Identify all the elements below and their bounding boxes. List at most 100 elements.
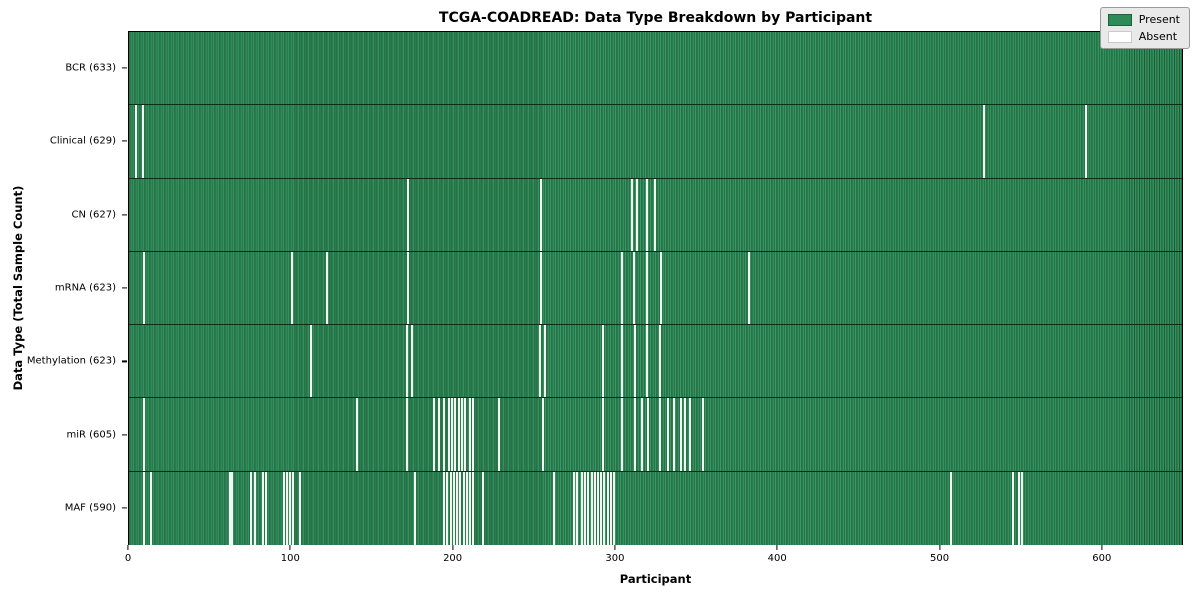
y-tick-label-cn: CN (627)	[71, 209, 116, 221]
heatmap-row-clinical	[129, 105, 1182, 179]
absent-mark	[679, 398, 682, 471]
y-tick-label-mrna: mRNA (623)	[54, 282, 116, 294]
absent-mark	[469, 471, 471, 545]
absent-mark	[645, 325, 648, 398]
absent-mark	[405, 398, 408, 471]
heatmap-row-methylation	[129, 325, 1182, 399]
absent-mark	[465, 471, 468, 545]
x-tick-label-400: 400	[767, 553, 787, 564]
absent-mark	[326, 251, 329, 325]
absent-mark	[457, 398, 460, 471]
absent-mark	[1021, 471, 1024, 545]
absent-mark	[449, 471, 452, 545]
absent-mark	[660, 251, 663, 325]
absent-mark	[950, 471, 953, 545]
heatmap-row-cn	[129, 178, 1182, 252]
x-tick-label-500: 500	[929, 553, 950, 564]
absent-mark	[593, 471, 596, 545]
heatmap-row-maf	[129, 471, 1182, 545]
absent-mark	[640, 398, 643, 471]
absent-mark	[290, 251, 293, 325]
absent-mark	[575, 471, 578, 545]
x-tick-mark	[452, 545, 454, 550]
absent-mark	[410, 325, 413, 398]
absent-mark	[600, 471, 603, 545]
absent-mark	[407, 251, 410, 325]
heatmap-row-bcr	[129, 32, 1182, 106]
absent-mark	[621, 251, 624, 325]
absent-mark	[261, 471, 264, 545]
absent-mark	[666, 398, 669, 471]
legend-item-present: Present	[1107, 13, 1180, 26]
absent-mark	[230, 471, 233, 545]
absent-mark	[433, 398, 436, 471]
legend: Present Absent	[1099, 7, 1190, 49]
y-tick-label-maf: MAF (590)	[64, 502, 116, 514]
absent-mark	[149, 471, 152, 545]
absent-mark	[282, 471, 285, 545]
absent-mark	[658, 325, 661, 398]
y-tick-mark	[122, 140, 127, 142]
absent-mark	[452, 471, 455, 545]
chart-title: TCGA-COADREAD: Data Type Breakdown by Pa…	[438, 10, 873, 26]
x-tick-label-0: 0	[124, 553, 132, 564]
absent-mark	[472, 471, 475, 545]
absent-mark	[446, 471, 449, 545]
absent-mark	[1018, 471, 1021, 545]
absent-mark	[647, 398, 650, 471]
absent-mark	[456, 471, 459, 545]
x-tick-mark	[127, 545, 129, 550]
absent-mark	[658, 398, 661, 471]
plot-area	[128, 31, 1183, 545]
absent-mark	[621, 325, 624, 398]
absent-mark	[613, 471, 616, 545]
y-tick-label-clinical: Clinical (629)	[49, 135, 116, 147]
absent-mark	[229, 471, 232, 545]
absent-mark	[553, 471, 556, 545]
absent-mark	[459, 471, 462, 545]
absent-mark	[621, 398, 624, 471]
x-tick-label-100: 100	[280, 553, 300, 564]
y-tick-mark	[122, 360, 127, 363]
absent-mark	[540, 251, 543, 325]
absent-mark	[143, 251, 146, 325]
heatmap-row-mrna	[129, 251, 1182, 326]
x-tick-mark	[614, 545, 616, 550]
x-tick-label-300: 300	[605, 553, 625, 564]
absent-mark	[653, 178, 656, 251]
absent-mark	[609, 471, 612, 545]
x-tick-label-600: 600	[1092, 553, 1112, 564]
absent-mark	[634, 325, 637, 398]
absent-mark	[292, 471, 295, 545]
absent-mark	[447, 398, 450, 471]
absent-mark	[540, 178, 543, 251]
absent-mark	[310, 325, 313, 398]
absent-mark	[460, 398, 463, 471]
absent-mark	[253, 471, 256, 545]
absent-mark	[462, 471, 465, 545]
absent-mark	[645, 251, 648, 325]
absent-mark	[438, 398, 441, 471]
absent-mark	[603, 471, 606, 545]
absent-mark	[673, 398, 676, 471]
absent-mark	[143, 398, 146, 471]
y-tick-mark	[122, 213, 127, 216]
absent-mark	[355, 398, 358, 471]
absent-mark	[250, 471, 253, 545]
absent-mark	[443, 398, 446, 471]
absent-mark	[481, 471, 484, 545]
absent-mark	[590, 471, 593, 545]
absent-mark	[541, 398, 544, 471]
absent-mark	[645, 178, 648, 251]
absent-mark	[498, 398, 501, 471]
absent-mark	[747, 251, 750, 325]
legend-item-absent: Absent	[1107, 30, 1180, 43]
absent-mark	[601, 398, 604, 471]
absent-swatch-icon	[1107, 30, 1132, 43]
x-tick-label-200: 200	[443, 553, 463, 564]
absent-mark	[580, 471, 583, 545]
absent-mark	[584, 471, 587, 545]
absent-mark	[472, 398, 475, 471]
absent-mark	[141, 105, 144, 178]
